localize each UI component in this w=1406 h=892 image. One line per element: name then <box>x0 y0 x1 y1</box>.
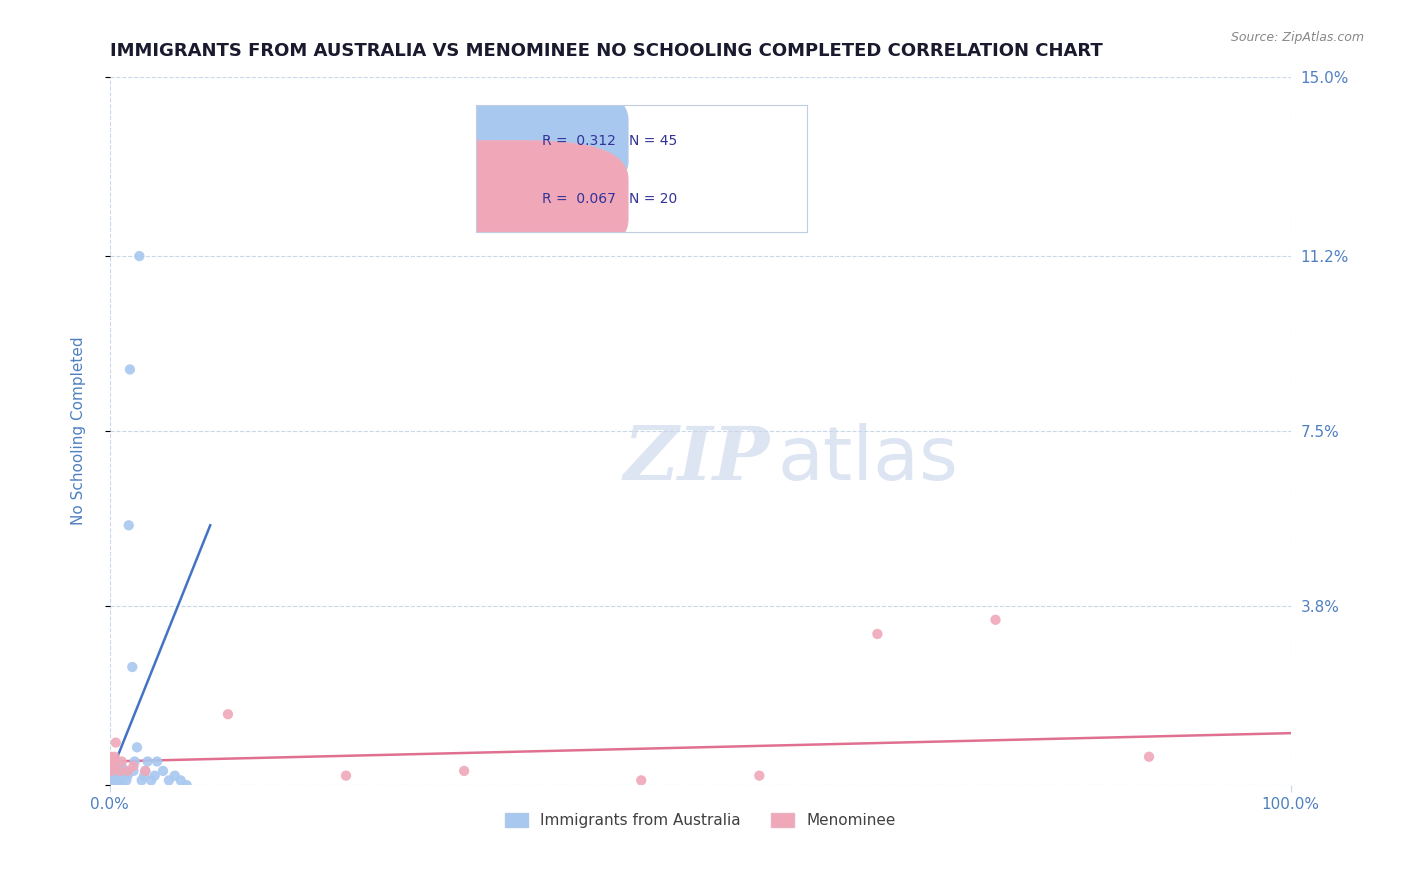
Point <box>98 773 121 788</box>
Point <box>100 773 122 788</box>
Point <box>104 755 127 769</box>
Point <box>98 776 121 790</box>
Point <box>1137 749 1160 764</box>
Point <box>100 749 122 764</box>
Point <box>103 764 125 778</box>
Point <box>101 769 124 783</box>
Point <box>131 773 153 788</box>
Legend: Immigrants from Australia, Menominee: Immigrants from Australia, Menominee <box>499 807 901 834</box>
Point <box>157 773 180 788</box>
Point <box>111 759 134 773</box>
Point <box>866 627 889 641</box>
Point <box>335 769 357 783</box>
Point <box>984 613 1007 627</box>
Point <box>103 759 125 773</box>
Text: IMMIGRANTS FROM AUSTRALIA VS MENOMINEE NO SCHOOLING COMPLETED CORRELATION CHART: IMMIGRANTS FROM AUSTRALIA VS MENOMINEE N… <box>110 42 1102 60</box>
Point <box>101 773 124 788</box>
Point <box>117 764 139 778</box>
Point <box>124 755 146 769</box>
Text: Source: ZipAtlas.com: Source: ZipAtlas.com <box>1230 31 1364 45</box>
Point <box>122 764 145 778</box>
Point <box>125 740 148 755</box>
Point <box>105 773 128 788</box>
Point <box>103 773 125 788</box>
Point <box>101 755 124 769</box>
Point <box>103 773 125 788</box>
Point <box>100 769 122 783</box>
Y-axis label: No Schooling Completed: No Schooling Completed <box>72 336 86 525</box>
Point <box>100 773 122 788</box>
Point <box>115 773 138 788</box>
Point <box>104 735 127 749</box>
Point <box>114 764 136 778</box>
Point <box>118 518 141 533</box>
Point <box>176 778 198 792</box>
Point <box>134 764 156 778</box>
Point <box>121 660 143 674</box>
Point <box>128 249 150 263</box>
Point <box>117 769 139 783</box>
Text: ZIP: ZIP <box>623 423 769 495</box>
Point <box>98 771 121 785</box>
Point <box>100 769 122 783</box>
Point <box>100 764 122 778</box>
Point <box>103 769 125 783</box>
Point <box>108 764 131 778</box>
Point <box>134 764 156 778</box>
Point <box>111 755 134 769</box>
Point <box>748 769 770 783</box>
Point <box>107 769 129 783</box>
Point <box>108 773 131 788</box>
Point <box>143 769 166 783</box>
Point <box>146 755 169 769</box>
Point <box>217 707 239 722</box>
Point <box>103 749 125 764</box>
Point <box>118 362 141 376</box>
Point <box>110 764 132 778</box>
Point <box>170 773 193 788</box>
Point <box>100 764 122 778</box>
Point <box>122 759 145 773</box>
Point <box>111 778 134 792</box>
Point <box>163 769 186 783</box>
Point <box>104 764 127 778</box>
Point <box>630 773 652 788</box>
Point <box>132 769 155 783</box>
Point <box>136 755 159 769</box>
Text: atlas: atlas <box>778 423 957 496</box>
Point <box>141 773 163 788</box>
Point <box>453 764 475 778</box>
Point <box>98 759 121 773</box>
Point <box>112 769 135 783</box>
Point <box>152 764 174 778</box>
